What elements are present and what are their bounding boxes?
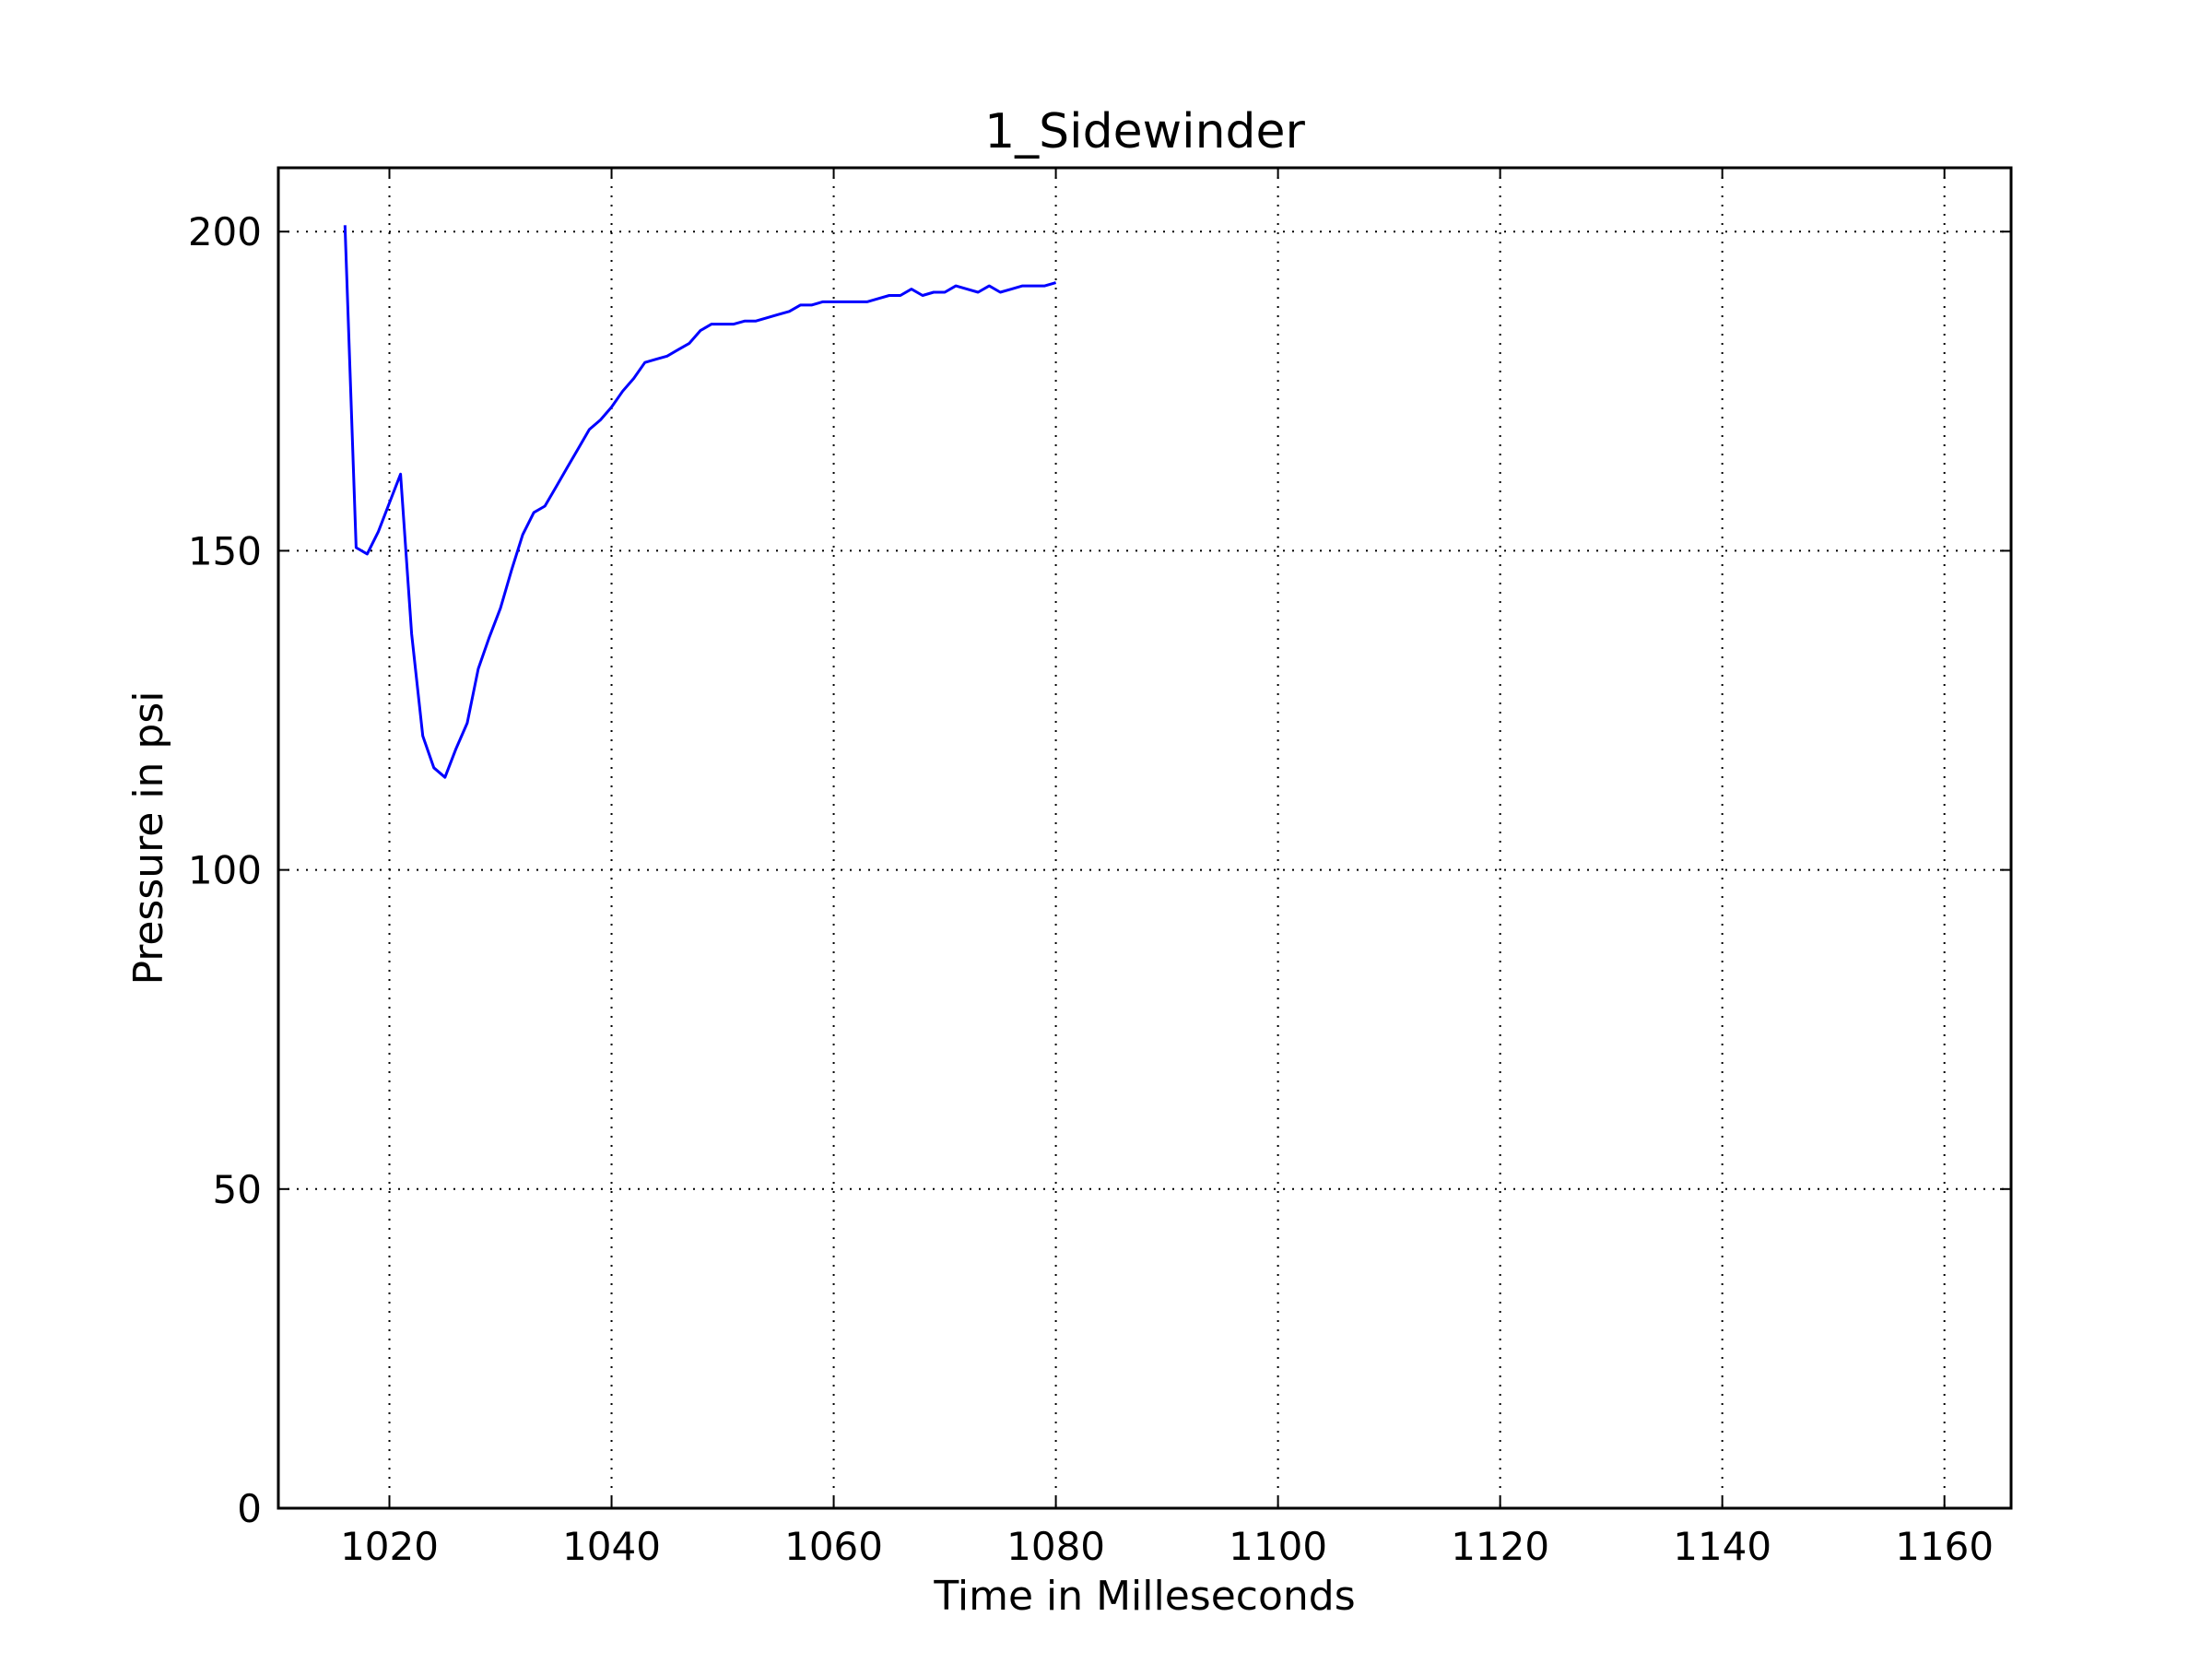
x-tick-label: 1140 <box>1673 1524 1771 1569</box>
x-tick-label: 1080 <box>1006 1524 1105 1569</box>
x-tick-label: 1160 <box>1895 1524 1994 1569</box>
y-tick-label: 100 <box>188 848 262 893</box>
series-layer <box>343 225 1057 779</box>
series-line <box>343 225 1057 779</box>
axis-ticks: 1020 1040 1060 1080 1100 1120 1140 1160 0 50 100 15… <box>188 168 2011 1569</box>
x-tick-label: 1040 <box>562 1524 661 1569</box>
x-axis-label: Time in Milleseconds <box>933 1573 1355 1620</box>
y-tick-label: 150 <box>188 528 262 573</box>
y-tick-label: 0 <box>237 1486 262 1531</box>
x-tick-label: 1020 <box>340 1524 439 1569</box>
chart-title: 1_Sidewinder <box>984 104 1305 159</box>
x-tick-label: 1060 <box>784 1524 883 1569</box>
grid-lines <box>278 168 2011 1508</box>
y-tick-label: 200 <box>188 209 262 254</box>
y-tick-label: 50 <box>213 1167 262 1212</box>
x-tick-label: 1120 <box>1451 1524 1549 1569</box>
plot-frame <box>276 166 2013 1510</box>
y-axis-label: Pressure in psi <box>125 690 172 985</box>
x-tick-label: 1100 <box>1229 1524 1327 1569</box>
